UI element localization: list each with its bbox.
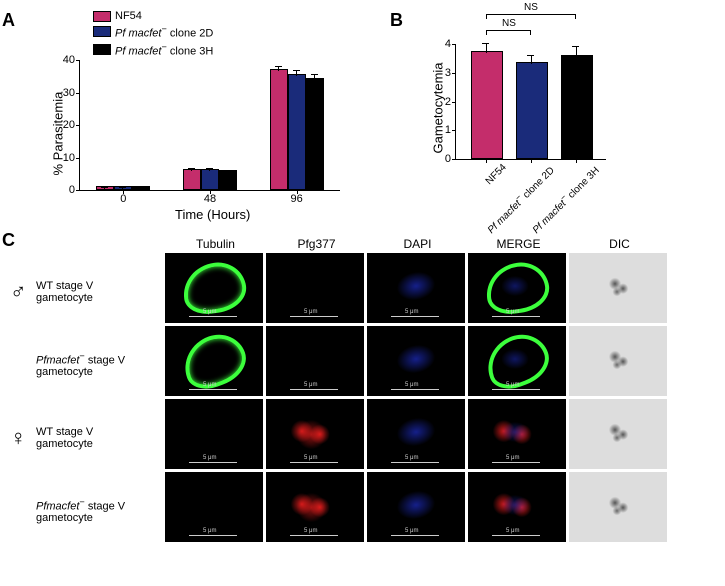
bar (201, 169, 219, 191)
bar (219, 170, 237, 190)
plot-area-a: % Parasitemia Time (Hours) 0102030400489… (79, 60, 340, 191)
micro-cell: 5 μm (266, 326, 364, 396)
column-header: MERGE (468, 237, 569, 251)
legend-swatch (93, 44, 111, 55)
legend-item: Pf macfet− clone 2D (93, 24, 213, 40)
micro-cell: 5 μm (165, 326, 263, 396)
micro-cell: 5 μm (165, 399, 263, 469)
micro-cell: 5 μm (468, 472, 566, 542)
micro-grid: TubulinPfg377DAPIMERGEDIC 5 μm5 μm5 μm5 … (165, 237, 670, 545)
legend-item: NF54 (93, 10, 213, 22)
row-label-text: Pfmacfet− stage Vgametocyte (36, 351, 125, 379)
micro-cell: 5 μm (266, 253, 364, 323)
row-label-text: Pfmacfet− stage Vgametocyte (36, 497, 125, 525)
legend-label: Pf macfet− clone 2D (115, 24, 213, 40)
panel-b-label: B (390, 10, 403, 31)
panel-c-container: C ♂WT stage VgametocytePfmacfet− stage V… (10, 235, 715, 565)
column-header: Tubulin (165, 237, 266, 251)
micro-row: 5 μm5 μm5 μm5 μm (165, 253, 670, 323)
micro-cell: 5 μm (266, 472, 364, 542)
row-label: ♂WT stage Vgametocyte (10, 255, 125, 328)
bar (561, 55, 593, 159)
legend-item: Pf macfet− clone 3H (93, 42, 213, 58)
figure-container: A NF54Pf macfet− clone 2DPf macfet− clon… (10, 10, 715, 565)
micro-cell: 5 μm (165, 472, 263, 542)
row-label-text: WT stage Vgametocyte (36, 426, 93, 450)
column-header: Pfg377 (266, 237, 367, 251)
panel-a-container: A NF54Pf macfet− clone 2DPf macfet− clon… (10, 10, 355, 220)
micro-cell: 5 μm (468, 253, 566, 323)
row-label: Pfmacfet− stage Vgametocyte (10, 474, 125, 547)
legend-label: Pf macfet− clone 3H (115, 42, 213, 58)
micro-cell (569, 326, 667, 396)
bar (516, 62, 548, 159)
micro-cell (569, 472, 667, 542)
plot-area-b: Gametocytemia 01234NF54Pf macfet− clone … (455, 44, 606, 160)
bar (306, 78, 324, 191)
row-label-text: WT stage Vgametocyte (36, 280, 93, 304)
panel-a-label: A (2, 10, 15, 31)
chart-b: Gametocytemia 01234NF54Pf macfet− clone … (415, 10, 655, 220)
gender-symbol-icon: ♂ (10, 279, 30, 305)
micro-cell: 5 μm (468, 399, 566, 469)
micro-row: 5 μm5 μm5 μm5 μm (165, 326, 670, 396)
panel-c-label: C (2, 230, 15, 251)
micro-cell: 5 μm (266, 399, 364, 469)
micro-row: 5 μm5 μm5 μm5 μm (165, 399, 670, 469)
micro-cell (569, 399, 667, 469)
bar (288, 74, 306, 190)
legend-label: NF54 (115, 10, 142, 22)
legend-swatch (93, 26, 111, 37)
x-axis-label-a: Time (Hours) (175, 207, 250, 222)
micro-cell: 5 μm (367, 253, 465, 323)
bar (471, 51, 503, 159)
bar (183, 169, 201, 191)
panel-b-container: B Gametocytemia 01234NF54Pf macfet− clon… (375, 10, 655, 220)
micro-cell (569, 253, 667, 323)
bar (270, 69, 288, 190)
micro-row: 5 μm5 μm5 μm5 μm (165, 472, 670, 542)
chart-a: NF54 Pf macfet− clone 2D Pf macfet− clone … (35, 10, 355, 220)
row-label: ♀WT stage Vgametocyte (10, 401, 125, 474)
micro-cell: 5 μm (468, 326, 566, 396)
row-label: Pfmacfet− stage Vgametocyte (10, 328, 125, 401)
column-header: DAPI (367, 237, 468, 251)
column-header: DIC (569, 237, 670, 251)
micro-cell: 5 μm (367, 472, 465, 542)
legend-a: NF54 Pf macfet− clone 2D Pf macfet− clone … (93, 10, 213, 59)
row-labels: ♂WT stage VgametocytePfmacfet− stage Vga… (10, 255, 125, 547)
micro-cell: 5 μm (367, 399, 465, 469)
top-row: A NF54Pf macfet− clone 2DPf macfet− clon… (10, 10, 715, 220)
micro-body: 5 μm5 μm5 μm5 μm5 μm5 μm5 μm5 μm5 μm5 μm… (165, 253, 670, 542)
micro-cell: 5 μm (367, 326, 465, 396)
micro-cell: 5 μm (165, 253, 263, 323)
legend-swatch (93, 11, 111, 22)
micro-header: TubulinPfg377DAPIMERGEDIC (165, 237, 670, 253)
gender-symbol-icon: ♀ (10, 425, 30, 451)
